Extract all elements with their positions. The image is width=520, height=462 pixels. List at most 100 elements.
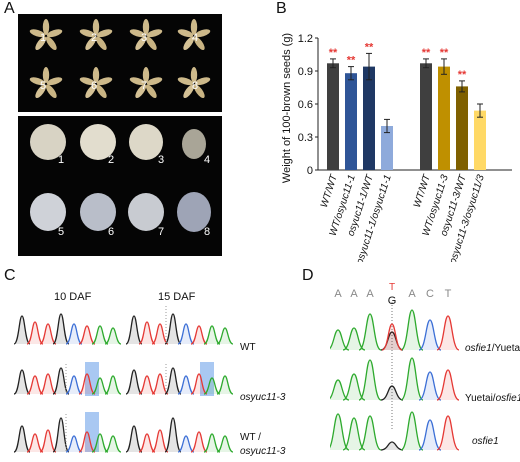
section-label-2: 2 bbox=[108, 154, 115, 166]
trace-peak bbox=[65, 375, 83, 395]
seed-label-5: 5 bbox=[40, 80, 47, 92]
section-label-3: 3 bbox=[158, 154, 165, 166]
row-label-wt: WT bbox=[240, 342, 256, 353]
trace-peak bbox=[164, 313, 182, 345]
trace-peak bbox=[91, 433, 109, 453]
trace-peak bbox=[138, 433, 156, 453]
trace-peak bbox=[330, 329, 350, 351]
trace-peak bbox=[52, 313, 70, 345]
trace-peak bbox=[342, 373, 366, 401]
trace-peak bbox=[330, 379, 350, 401]
trace-peak bbox=[436, 369, 460, 401]
trace-peak bbox=[78, 325, 96, 345]
trace-peak bbox=[358, 313, 382, 351]
bar bbox=[345, 73, 357, 170]
chromatogram-panel-d bbox=[330, 302, 460, 451]
row-label-yuetai-osfie1: Yuetai/osfie1 bbox=[465, 393, 520, 404]
trace-peak bbox=[436, 415, 460, 451]
row-label-osfie1-homo: osfie1 bbox=[472, 436, 499, 447]
trace-peak bbox=[203, 325, 221, 345]
row-label-wt-het-2: osyuc11-3 bbox=[240, 446, 286, 457]
bar bbox=[474, 110, 486, 170]
trace-peak bbox=[216, 435, 234, 453]
trace-peak bbox=[400, 309, 424, 351]
trace-peak bbox=[203, 433, 221, 453]
y-tick-label: 0 bbox=[307, 165, 313, 177]
trace-peak bbox=[14, 425, 31, 453]
trace-peak bbox=[151, 373, 169, 395]
trace-peak bbox=[190, 431, 208, 453]
base-letter: A bbox=[408, 288, 416, 300]
seed-label-2: 2 bbox=[91, 32, 98, 44]
seed-label-3: 3 bbox=[141, 32, 148, 44]
base-letter: A bbox=[334, 288, 342, 300]
trace-peak bbox=[216, 327, 234, 345]
trace-peak bbox=[104, 327, 122, 345]
section-label-4: 4 bbox=[204, 154, 211, 166]
trace-peak bbox=[342, 327, 366, 351]
seed-label-6: 6 bbox=[91, 80, 98, 92]
row-label-osyuc11-3: osyuc11-3 bbox=[240, 392, 286, 403]
trace-peak bbox=[418, 371, 442, 401]
row-label-wt-het: WT / bbox=[240, 432, 261, 443]
base-letter: C bbox=[426, 288, 434, 300]
trace-peak bbox=[216, 375, 234, 395]
panel-letter-b: B bbox=[276, 0, 287, 17]
panel-letter-a: A bbox=[4, 0, 15, 17]
bar bbox=[456, 86, 468, 170]
base-letter: G bbox=[388, 295, 397, 307]
seed-weight-chart: Weight of 100-brown seeds (g) 0 0.3 0.6 0.9… bbox=[281, 33, 512, 262]
trace-peak bbox=[125, 425, 143, 453]
trace-peak bbox=[65, 435, 83, 453]
section-label-8: 8 bbox=[204, 226, 211, 238]
trace-peak bbox=[151, 429, 169, 453]
trace-peak bbox=[164, 367, 182, 395]
significance-mark: ** bbox=[347, 55, 356, 67]
trace-peak bbox=[177, 375, 195, 395]
trace-peak bbox=[39, 429, 57, 453]
trace-peak bbox=[104, 435, 122, 453]
col-label-10daf: 10 DAF bbox=[54, 291, 92, 303]
trace-peak bbox=[330, 413, 350, 451]
bar bbox=[381, 126, 393, 170]
seed-label-4: 4 bbox=[192, 32, 199, 44]
section-label-6: 6 bbox=[108, 226, 115, 238]
col-label-15daf: 15 DAF bbox=[158, 291, 196, 303]
row-label-yuetai: Yuetai/ bbox=[465, 393, 496, 404]
trace-peak bbox=[138, 375, 156, 395]
trace-peak bbox=[52, 367, 70, 395]
chromatogram-traces-c bbox=[14, 313, 234, 453]
trace-peak bbox=[26, 375, 44, 395]
trace-peak bbox=[177, 323, 195, 345]
significance-mark: ** bbox=[440, 47, 449, 59]
trace-peak bbox=[342, 417, 366, 451]
bar bbox=[438, 66, 450, 170]
trace-peak bbox=[78, 431, 96, 453]
base-calls: A A AGA C T T bbox=[334, 282, 451, 307]
row-label-yuetai: /Yuetai bbox=[491, 343, 520, 354]
trace-peak bbox=[190, 373, 208, 395]
trace-peak bbox=[26, 433, 44, 453]
trace-peak bbox=[436, 315, 460, 351]
panel-letter-d: D bbox=[302, 267, 314, 284]
panel-letter-c: C bbox=[4, 267, 16, 284]
significance-mark: ** bbox=[329, 47, 338, 59]
y-axis-label: Weight of 100-brown seeds (g) bbox=[281, 33, 293, 183]
trace-peak bbox=[65, 323, 83, 345]
base-letter: A bbox=[350, 288, 358, 300]
trace-peak bbox=[138, 321, 156, 345]
trace-peak bbox=[14, 315, 31, 345]
chromatogram-traces-d bbox=[330, 309, 460, 451]
base-letter: A bbox=[366, 288, 374, 300]
trace-peak bbox=[358, 415, 382, 451]
trace-peak bbox=[400, 357, 424, 401]
y-tick-label: 1.2 bbox=[298, 33, 313, 45]
section-label-7: 7 bbox=[158, 226, 165, 238]
seed-label-8: 8 bbox=[192, 80, 199, 92]
significance-mark: ** bbox=[365, 41, 374, 53]
het-base-t: T bbox=[389, 282, 395, 293]
trace-peak bbox=[91, 377, 109, 395]
trace-peak bbox=[125, 315, 143, 345]
seed-label-1: 1 bbox=[40, 32, 47, 44]
trace-peak bbox=[418, 419, 442, 451]
